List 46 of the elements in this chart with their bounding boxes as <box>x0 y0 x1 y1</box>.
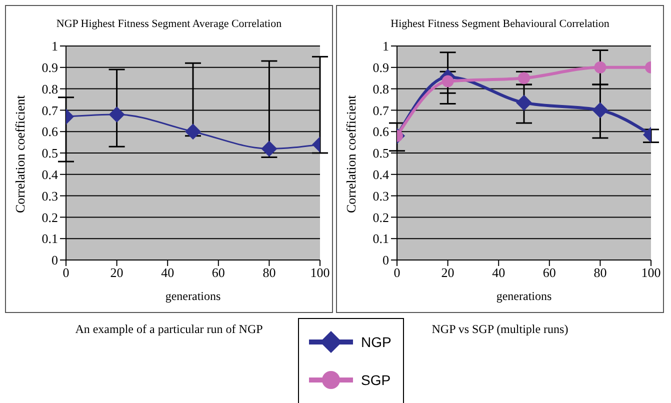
point <box>185 124 201 140</box>
x-axis-title: generations <box>496 289 552 303</box>
y-axis-title: Correlation coefficient <box>12 94 28 213</box>
x-tick-label: 100 <box>641 265 661 280</box>
x-axis-title: generations <box>165 289 221 303</box>
x-tick-label: 80 <box>594 265 607 280</box>
x-tick-label: 0 <box>394 265 400 280</box>
y-tick-label: 0.9 <box>372 60 389 76</box>
x-tick-label: 100 <box>310 265 330 280</box>
y-tick-label: 0.8 <box>42 81 58 96</box>
x-tick-label: 60 <box>212 265 225 280</box>
y-tick-label: 0.6 <box>372 124 390 140</box>
x-tick-label: 80 <box>262 265 276 280</box>
y-tick-label: 0.7 <box>42 102 58 118</box>
point <box>516 94 532 111</box>
x-tick-label: 0 <box>62 265 70 280</box>
x-tick-label: 20 <box>110 265 124 280</box>
chart-title: NGP Highest Fitness Segment Average Correlation <box>55 18 283 30</box>
y-tick-label: 0.5 <box>42 146 58 161</box>
y-tick-label: 0.4 <box>372 167 390 182</box>
y-tick-label: 0 <box>52 252 58 268</box>
y-tick-label: 0.2 <box>42 210 58 225</box>
legend-label: SGP <box>361 372 391 388</box>
y-tick-label: 0.2 <box>372 210 389 225</box>
y-tick-label: 1 <box>382 38 389 54</box>
y-tick-label: 0.6 <box>42 124 58 140</box>
y-tick-label: 0.9 <box>42 60 58 76</box>
y-tick-label: 0.4 <box>42 167 58 182</box>
x-tick-label: 20 <box>441 265 454 280</box>
y-tick-label: 0.3 <box>42 188 58 204</box>
y-tick-label: 0.1 <box>372 231 389 246</box>
y-tick-label: 0.7 <box>372 102 390 118</box>
text: NGP vs SGP (multiple runs) <box>432 322 568 336</box>
y-tick-label: 0.5 <box>372 146 389 161</box>
x-tick-label: 40 <box>492 265 506 280</box>
y-tick-label: 0 <box>382 252 389 268</box>
y-tick-label: 0.1 <box>42 231 58 246</box>
y-axis-title: Correlation coefficient <box>344 94 359 213</box>
chart-title: Highest Fitness Segment Behavioural Correlation <box>390 18 610 30</box>
y-tick-label: 0.3 <box>372 188 389 204</box>
legend-label: NGP <box>361 334 392 350</box>
y-tick-label: 0.8 <box>372 81 389 96</box>
text: An example of a particular run of NGP <box>74 322 264 337</box>
y-tick-label: 1 <box>52 38 58 54</box>
x-tick-label: 60 <box>542 265 556 280</box>
x-tick-label: 40 <box>161 265 174 280</box>
